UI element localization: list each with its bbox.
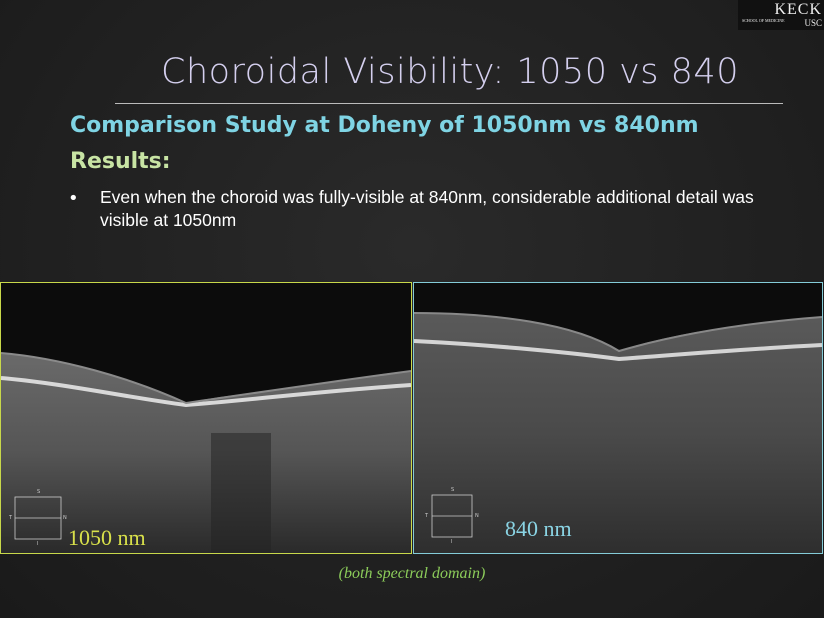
oct-image: S T N I — [0, 282, 412, 554]
shadow — [211, 433, 271, 553]
bullet: Even when the choroid was fully-visible … — [100, 187, 754, 230]
oct-scan — [1, 352, 411, 553]
rpe-band — [1, 376, 411, 408]
orientation-label: N — [63, 515, 67, 521]
image-label: 840 nm — [505, 516, 572, 541]
title-rule — [115, 103, 783, 104]
tissue — [1, 353, 411, 553]
orientation-label: I — [37, 541, 39, 547]
bullet-dot: • — [68, 188, 79, 209]
heading: Results: — [70, 149, 171, 174]
orientation-label: T — [425, 513, 429, 519]
oct-scan — [414, 312, 822, 553]
orientation-label: T — [9, 515, 13, 521]
orientation-label: I — [451, 539, 453, 545]
logo: KECK SCHOOL OF MEDICINE USC — [738, 0, 824, 30]
image-label: 1050 nm — [68, 525, 146, 550]
retina-surface — [1, 352, 411, 405]
orientation-label: S — [37, 489, 41, 495]
caption: (both spectral domain) — [338, 565, 486, 582]
logo-school: SCHOOL OF MEDICINE — [742, 18, 785, 23]
title: Choroidal Visibility: 1050 vs 840 — [161, 52, 739, 92]
subtitle: Comparison Study at Doheny of 1050nm vs … — [70, 113, 699, 138]
logo-university: USC — [804, 18, 822, 28]
orientation-label: S — [451, 487, 455, 493]
oct-image: S T N I — [413, 282, 823, 554]
orientation-label: N — [475, 513, 479, 519]
rpe-band — [414, 339, 822, 362]
logo-name: KECK — [774, 1, 822, 18]
retina-surface — [414, 312, 822, 353]
tissue — [414, 313, 822, 553]
